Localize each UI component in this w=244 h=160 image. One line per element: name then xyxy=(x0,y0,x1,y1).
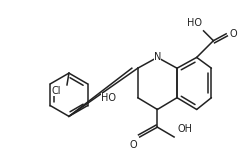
Text: OH: OH xyxy=(177,124,192,134)
Text: O: O xyxy=(129,140,137,150)
Text: Cl: Cl xyxy=(51,86,61,96)
Text: O: O xyxy=(229,29,237,39)
Text: HO: HO xyxy=(187,18,202,28)
Text: N: N xyxy=(154,52,161,62)
Text: HO: HO xyxy=(101,93,116,103)
